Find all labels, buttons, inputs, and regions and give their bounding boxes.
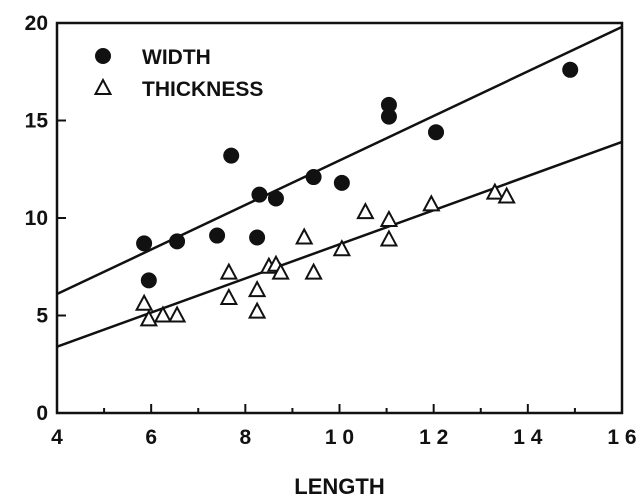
- x-tick-label: 1 0: [325, 426, 354, 449]
- thickness-point: [485, 182, 505, 200]
- thickness-point: [295, 227, 314, 245]
- thickness-point: [153, 305, 173, 323]
- y-axis-ticks: 0 5 10 15 20: [25, 12, 66, 425]
- thickness-point: [356, 202, 375, 220]
- thickness-point: [167, 305, 187, 323]
- x-tick-label: 1 6: [607, 426, 636, 449]
- x-tick-label: 1 2: [419, 426, 448, 449]
- y-tick-label: 20: [25, 12, 48, 35]
- thickness-point: [497, 186, 516, 204]
- x-tick-label: 8: [239, 426, 251, 449]
- y-tick-label: 15: [25, 110, 49, 133]
- width-point: [380, 96, 397, 113]
- width-point: [562, 61, 579, 78]
- legend-marker-thickness: [93, 77, 113, 95]
- data-points: [134, 61, 579, 327]
- x-axis-title: LENGTH: [294, 474, 384, 499]
- thickness-point: [379, 209, 399, 227]
- thickness-point: [379, 229, 399, 247]
- thickness-point: [332, 239, 352, 257]
- width-point: [380, 108, 397, 125]
- thickness-point: [219, 262, 239, 280]
- x-axis-ticks: 4 6 8 1 0 1 2 1 4 1 6: [51, 404, 637, 449]
- legend-marker-width: [95, 48, 111, 64]
- width-point: [428, 124, 445, 141]
- width-point: [169, 233, 186, 250]
- width-point: [305, 169, 322, 186]
- y-tick-label: 0: [36, 402, 48, 425]
- legend-label-width: WIDTH: [142, 46, 211, 69]
- thickness-point: [139, 309, 158, 327]
- width-point: [267, 190, 284, 207]
- x-tick-label: 4: [51, 426, 63, 449]
- width-point: [223, 147, 240, 164]
- width-point: [209, 227, 226, 244]
- thickness-point: [219, 287, 239, 305]
- y-tick-label: 10: [25, 207, 48, 230]
- legend-label-thickness: THICKNESS: [142, 78, 263, 101]
- x-tick-label: 6: [145, 426, 157, 449]
- width-point: [333, 174, 350, 191]
- width-point: [251, 186, 268, 203]
- legend: WIDTH THICKNESS: [93, 46, 263, 101]
- thickness-point: [247, 301, 267, 319]
- thickness-point: [304, 262, 323, 280]
- y-tick-label: 5: [36, 305, 48, 328]
- thickness-point: [134, 293, 154, 311]
- width-point: [140, 272, 157, 289]
- thickness-point: [271, 262, 290, 280]
- width-point: [249, 229, 266, 246]
- thickness-point: [422, 194, 441, 212]
- fit-line-width: [57, 25, 622, 296]
- x-tick-label: 1 4: [513, 426, 543, 449]
- thickness-point: [247, 280, 267, 298]
- width-point: [136, 235, 153, 252]
